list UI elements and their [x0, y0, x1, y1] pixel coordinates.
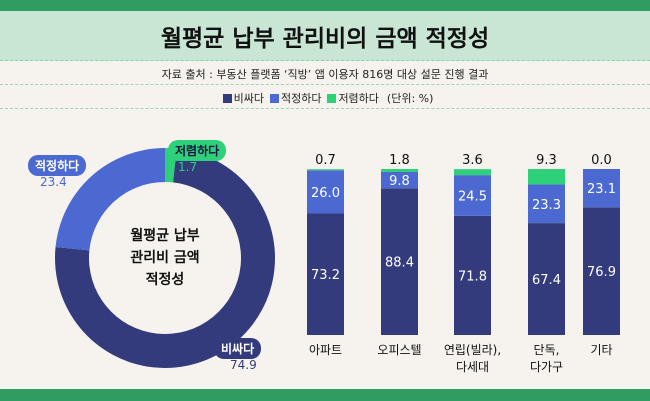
- bar-segment: [381, 169, 418, 172]
- data-label: 9.8: [389, 174, 410, 189]
- data-label: 88.4: [385, 256, 414, 271]
- slice-label: 적정하다: [28, 155, 87, 176]
- bar-segment: [528, 223, 565, 335]
- bar-segment: [528, 169, 565, 185]
- category-label: 단독,: [534, 343, 560, 357]
- bar-segment: [381, 188, 418, 335]
- data-label: 3.6: [462, 153, 483, 168]
- slice-value: 23.4: [40, 175, 67, 189]
- title-band: [0, 11, 650, 61]
- divider: [0, 108, 650, 109]
- bar-segment: [381, 171, 418, 189]
- bar-segment: [528, 184, 565, 224]
- pie-slice: [55, 147, 165, 251]
- category-label: 다가구: [530, 360, 563, 374]
- data-label: 0.0: [591, 153, 612, 168]
- center-line: 관리비 금액: [130, 250, 200, 266]
- bar-segment: [583, 169, 620, 208]
- pie-slice: [54, 148, 275, 368]
- category-label: 아파트: [309, 343, 342, 357]
- bar-segment: [454, 175, 491, 216]
- bar-segment: [454, 215, 491, 335]
- category-label: 다세대: [456, 360, 489, 374]
- data-label: 23.1: [587, 182, 616, 197]
- category-label: 연립(빌라),: [444, 343, 501, 357]
- data-label: 73.2: [311, 268, 340, 283]
- legend: 비싸다 적정하다 저렴하다 (단위: %): [0, 90, 650, 106]
- legend-swatch: [222, 93, 232, 103]
- bar-segment: [307, 169, 344, 171]
- center-line: 적정성: [145, 272, 185, 288]
- legend-label: 적정하다: [280, 92, 322, 105]
- donut-center-label: 월평균 납부 관리비 금액 적정성: [105, 225, 225, 291]
- legend-label: 비싸다: [233, 92, 264, 105]
- bottom-strip: [0, 389, 650, 401]
- data-label: 26.0: [311, 186, 340, 201]
- slice-value: 1.7: [178, 160, 198, 174]
- data-label: 67.4: [532, 273, 561, 288]
- bar-segment: [454, 169, 491, 176]
- data-label: 23.3: [532, 198, 561, 213]
- data-label: 0.7: [315, 153, 336, 168]
- legend-swatch: [327, 93, 337, 103]
- legend-swatch: [269, 93, 279, 103]
- bar-segment: [307, 170, 344, 214]
- bar-segment: [307, 213, 344, 335]
- data-label: 1.8: [389, 153, 410, 168]
- data-label: 71.8: [458, 269, 487, 284]
- data-label: 76.9: [587, 265, 616, 280]
- divider: [0, 84, 650, 85]
- bar-segment: [583, 207, 620, 335]
- slice-label: 저렴하다: [168, 140, 227, 161]
- data-label: 24.5: [458, 189, 487, 204]
- data-label: 9.3: [536, 153, 557, 168]
- top-strip: [0, 0, 650, 11]
- category-label: 기타: [590, 343, 612, 357]
- unit-label: (단위: %): [386, 92, 434, 105]
- slice-label: 비싸다: [214, 338, 262, 359]
- source-note: 자료 출처 : 부동산 플랫폼 ‘직방’ 앱 이용자 816명 대상 설문 진행…: [161, 68, 489, 81]
- legend-label: 저렴하다: [338, 92, 379, 105]
- category-label: 오피스텔: [377, 343, 421, 357]
- slice-value: 74.9: [230, 358, 257, 372]
- page-title: 월평균 납부 관리비의 금액 적정성: [160, 26, 490, 52]
- center-line: 월평균 납부: [130, 228, 200, 244]
